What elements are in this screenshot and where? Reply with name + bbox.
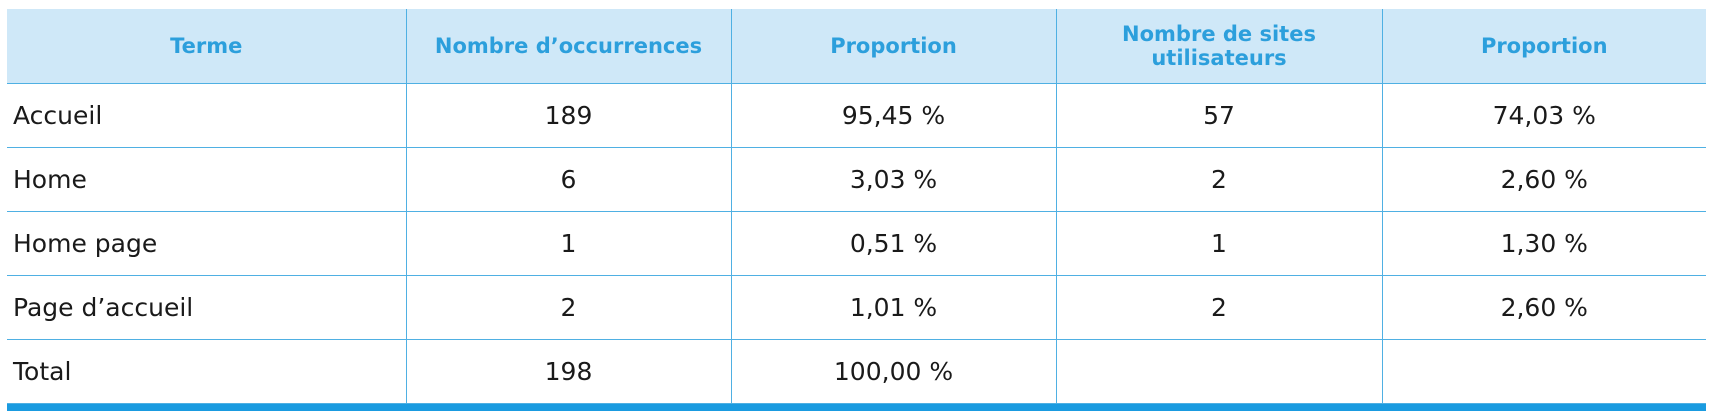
- table-cell: Page d’accueil: [7, 275, 407, 340]
- table-cell: 2: [1055, 275, 1383, 340]
- table-cell: 2: [405, 275, 732, 340]
- table-cell: 2: [1055, 147, 1383, 212]
- bottom-rule: [7, 404, 1706, 411]
- table-cell: 2,60 %: [1381, 147, 1706, 212]
- data-table: Terme Nombre d’occurrences Proportion Nombr…: [7, 9, 1706, 404]
- table-cell: 57: [1055, 83, 1383, 148]
- header-cell: Proportion: [1381, 9, 1706, 84]
- table-cell: Home: [7, 147, 407, 212]
- table-row: Home 6 3,03 % 2 2,60 %: [7, 147, 1706, 212]
- empty-cell: [1055, 339, 1383, 404]
- table-row: Home page 1 0,51 % 1 1,30 %: [7, 211, 1706, 276]
- table-cell: 74,03 %: [1381, 83, 1706, 148]
- header-row: Terme Nombre d’occurrences Proportion Nombr…: [7, 9, 1706, 84]
- header-cell: Proportion: [730, 9, 1057, 84]
- table-cell: 100,00 %: [730, 339, 1057, 404]
- table-cell: 1: [405, 211, 732, 276]
- table-cell: 6: [405, 147, 732, 212]
- empty-cell: [1381, 339, 1706, 404]
- table-cell: 3,03 %: [730, 147, 1057, 212]
- table-cell: 2,60 %: [1381, 275, 1706, 340]
- table-row: Accueil 189 95,45 % 57 74,03 %: [7, 83, 1706, 148]
- table-cell: 0,51 %: [730, 211, 1057, 276]
- table-cell: 1: [1055, 211, 1383, 276]
- header-cell: Nombre de sites utilisateurs: [1055, 9, 1383, 84]
- table-cell: Accueil: [7, 83, 407, 148]
- table-cell: 95,45 %: [730, 83, 1057, 148]
- table-container: Terme Nombre d’occurrences Proportion Nombr…: [7, 9, 1706, 411]
- table-cell: Home page: [7, 211, 407, 276]
- table-cell: 189: [405, 83, 732, 148]
- table-row: Total 198 100,00 %: [7, 339, 1706, 404]
- table-row: Page d’accueil 2 1,01 % 2 2,60 %: [7, 275, 1706, 340]
- header-cell: Terme: [7, 9, 407, 84]
- header-cell: Nombre d’occurrences: [405, 9, 732, 84]
- table-cell: 1,30 %: [1381, 211, 1706, 276]
- table-cell: Total: [7, 339, 407, 404]
- table-body: Accueil 189 95,45 % 57 74,03 % Home 6 3,03 % 2 2,…: [7, 83, 1706, 404]
- table-cell: 1,01 %: [730, 275, 1057, 340]
- table-cell: 198: [405, 339, 732, 404]
